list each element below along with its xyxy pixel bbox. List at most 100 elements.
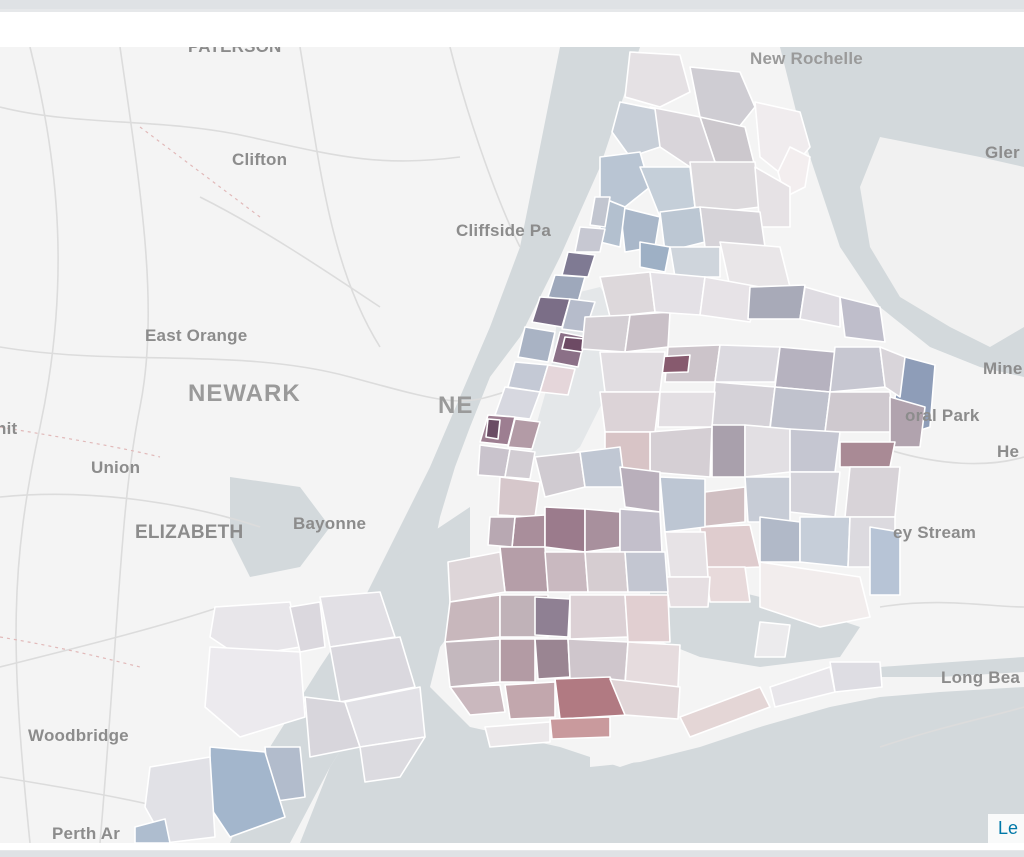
neighborhood-polygon <box>329 636 416 703</box>
neighborhood-polygon <box>584 508 621 553</box>
neighborhood-layer[interactable] <box>134 51 936 843</box>
neighborhood-polygon <box>624 594 671 643</box>
neighborhood-polygon <box>499 638 536 683</box>
map-attribution-link[interactable]: Le <box>987 814 1024 843</box>
neighborhood-polygon <box>689 66 756 133</box>
neighborhood-polygon <box>744 476 791 523</box>
neighborhood-polygon <box>624 311 671 353</box>
neighborhood-polygon <box>839 441 896 468</box>
neighborhood-polygon <box>611 101 661 158</box>
newark-bay <box>230 477 330 577</box>
place-label-valley-stream: ey Stream <box>893 523 977 542</box>
place-label-cliffside-park: Cliffside Pa <box>456 221 551 240</box>
neighborhood-polygon <box>774 346 836 393</box>
neighborhood-polygon <box>619 466 661 513</box>
map-card: PATERSON New Rochelle Clifton Cliffside … <box>0 12 1024 850</box>
harbor-bay <box>300 507 1024 843</box>
place-label-hempstead: He <box>997 442 1020 461</box>
place-label-clifton: Clifton <box>232 150 288 169</box>
neighborhood-polygon <box>544 551 589 593</box>
hudson-river <box>230 47 640 843</box>
neighborhood-polygon <box>581 314 631 353</box>
neighborhood-polygon <box>609 678 681 720</box>
neighborhood-polygon <box>619 508 663 553</box>
neighborhood-polygon <box>494 386 541 420</box>
neighborhood-polygon <box>699 524 761 570</box>
map-svg[interactable] <box>0 47 1024 843</box>
neighborhood-polygon <box>624 51 691 108</box>
place-label-bayonne: Bayonne <box>293 514 367 533</box>
neighborhood-polygon <box>747 284 806 320</box>
neighborhood-polygon <box>561 336 586 353</box>
place-label-perth-amboy: Perth Ar <box>52 824 121 843</box>
neighborhood-polygon <box>504 681 556 720</box>
place-label-union: Union <box>91 458 141 477</box>
neighborhood-polygon <box>599 151 651 208</box>
neighborhood-polygon <box>485 418 501 440</box>
neighborhood-polygon <box>517 326 556 363</box>
neighborhood-polygon <box>799 516 851 568</box>
neighborhood-polygon <box>624 641 681 688</box>
water-layer <box>230 47 1024 843</box>
neighborhood-polygon <box>799 286 841 328</box>
neighborhood-polygon <box>511 514 546 548</box>
neighborhood-polygon <box>487 516 516 548</box>
neighborhood-polygon <box>704 566 751 603</box>
neighborhood-polygon <box>869 526 901 596</box>
neighborhood-polygon <box>359 736 426 783</box>
top-strip <box>0 0 1024 9</box>
long-island-land <box>860 137 1024 347</box>
neighborhood-polygon <box>679 686 771 738</box>
neighborhood-polygon <box>449 684 506 716</box>
neighborhood-polygon <box>639 241 671 273</box>
neighborhood-polygon <box>659 476 706 533</box>
neighborhood-polygon <box>561 251 596 278</box>
place-label-elizabeth: ELIZABETH <box>135 522 244 543</box>
road-layer <box>0 47 1024 843</box>
road-layer-dotted <box>0 126 261 668</box>
neighborhood-polygon <box>534 596 571 638</box>
neighborhood-polygon <box>879 346 906 398</box>
place-label-newark: NEWARK <box>188 380 301 407</box>
map-canvas[interactable]: PATERSON New Rochelle Clifton Cliffside … <box>0 47 1024 843</box>
neighborhood-polygon <box>649 271 706 316</box>
neighborhood-polygon <box>484 721 551 748</box>
neighborhood-polygon <box>599 351 666 393</box>
neighborhood-polygon <box>579 446 626 488</box>
neighborhood-polygon <box>664 576 711 608</box>
neighborhood-polygon <box>444 638 501 688</box>
neighborhood-polygon <box>889 396 926 448</box>
neighborhood-polygon <box>829 346 886 393</box>
place-label-summit: nit <box>0 419 18 438</box>
neighborhood-polygon <box>669 246 721 278</box>
neighborhood-polygon <box>567 638 629 683</box>
neighborhood-polygon <box>659 206 706 253</box>
neighborhood-polygon <box>719 241 791 288</box>
neighborhood-polygon <box>539 364 576 396</box>
neighborhood-polygon <box>689 161 761 213</box>
neighborhood-polygon <box>549 716 611 740</box>
neighborhood-polygon <box>789 471 841 518</box>
neighborhood-polygon <box>664 531 709 578</box>
neighborhood-polygon <box>624 551 669 593</box>
neighborhood-polygon <box>769 386 831 433</box>
neighborhood-polygon <box>711 381 776 428</box>
neighborhood-polygon <box>744 424 791 478</box>
neighborhood-polygon <box>699 276 761 323</box>
neighborhood-polygon <box>444 594 501 643</box>
neighborhood-polygon <box>204 646 306 738</box>
bottom-strip <box>0 851 1024 857</box>
place-label-glen-cove: Gler <box>985 143 1020 162</box>
neighborhood-polygon <box>504 448 536 480</box>
neighborhood-polygon <box>759 561 871 628</box>
neighborhood-polygon <box>589 196 611 228</box>
neighborhood-polygon <box>711 424 746 478</box>
neighborhood-polygon <box>134 818 171 843</box>
neighborhood-polygon <box>829 661 883 693</box>
neighborhood-polygon <box>657 391 716 428</box>
neighborhood-polygon <box>499 546 549 593</box>
place-label-east-orange: East Orange <box>145 326 248 345</box>
place-label-floral-park: oral Park <box>905 406 980 425</box>
neighborhood-polygon <box>714 344 781 383</box>
neighborhood-polygon <box>599 391 661 433</box>
